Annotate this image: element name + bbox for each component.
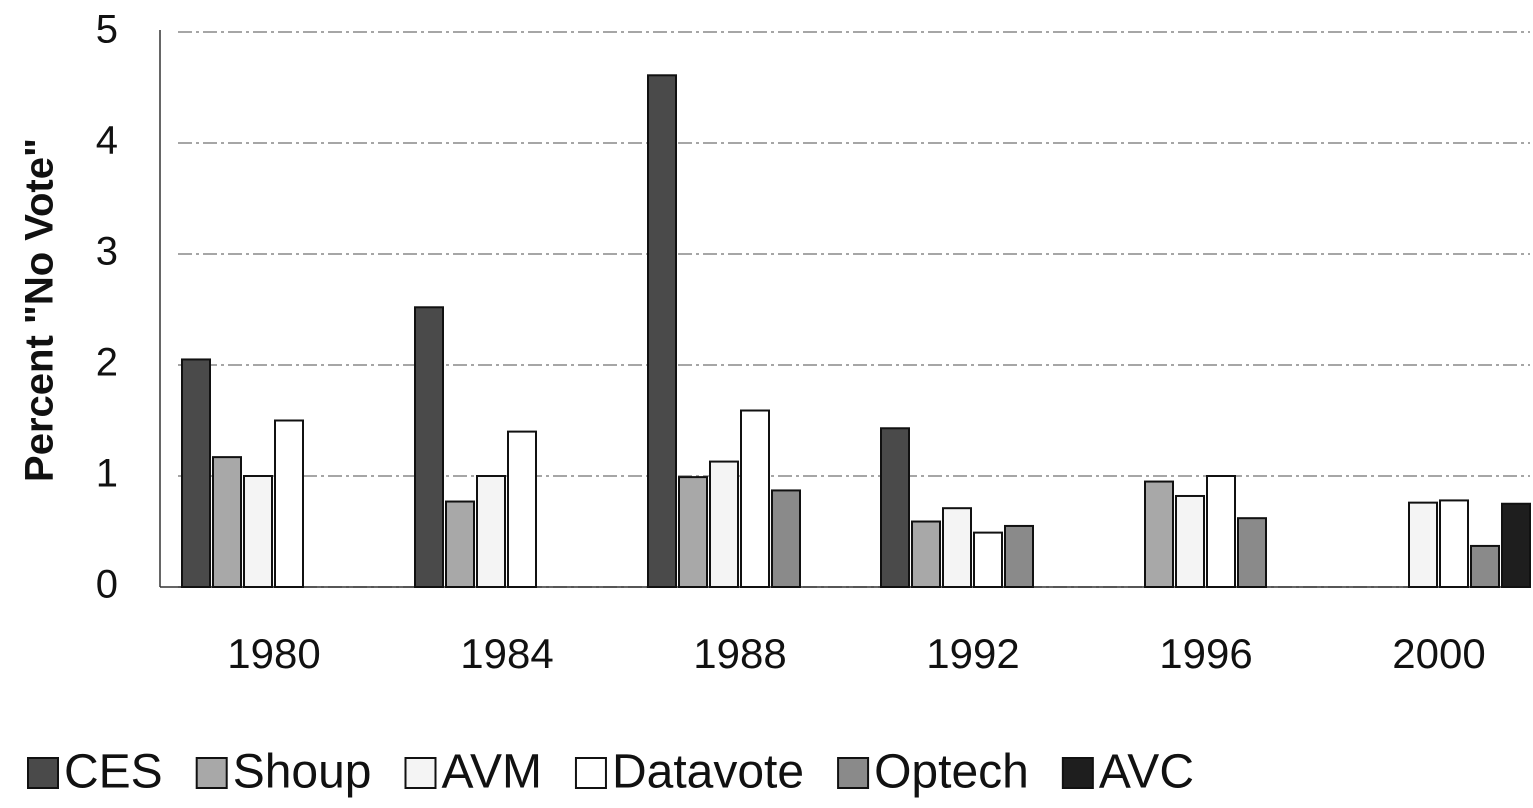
bar: [1439, 499, 1469, 589]
legend-swatch: [27, 757, 59, 789]
x-tick-label: 1996: [1159, 630, 1252, 677]
bar: [942, 507, 972, 588]
y-tick-label: 2: [96, 341, 118, 385]
bar: [414, 306, 444, 588]
y-axis-label: Percent "No Vote": [18, 138, 62, 482]
x-tick-label: 1992: [926, 630, 1019, 677]
bar: [212, 456, 242, 588]
bar: [771, 489, 801, 588]
y-tick-label: 3: [96, 230, 118, 274]
legend-swatch: [1061, 757, 1094, 789]
bar: [274, 419, 304, 588]
x-tick-label: 1980: [227, 630, 320, 677]
bar: [647, 74, 677, 588]
bar: [678, 476, 708, 588]
bar: [1237, 517, 1267, 588]
x-tick-label: 1988: [693, 630, 786, 677]
bar: [476, 475, 506, 588]
bar: [1470, 544, 1500, 588]
bar: [243, 475, 273, 588]
legend-label: Optech: [874, 746, 1029, 799]
legend-swatch: [574, 757, 607, 789]
bar: [1501, 502, 1531, 588]
bar: [1175, 494, 1205, 589]
y-tick-label: 5: [96, 8, 118, 52]
x-tick-label: 1984: [460, 630, 553, 677]
bar: [181, 358, 211, 589]
legend-label: AVC: [1099, 746, 1194, 799]
legend-swatch: [195, 757, 228, 789]
legend-label: Shoup: [233, 746, 372, 799]
bar: [507, 430, 537, 588]
bar: [445, 500, 475, 588]
legend-label: AVM: [442, 746, 542, 799]
bar: [1408, 501, 1438, 589]
legend-label: CES: [64, 746, 163, 799]
bar: [740, 409, 770, 589]
bar: [1206, 475, 1236, 588]
y-tick-label: 1: [96, 452, 118, 496]
x-tick-label: 2000: [1392, 630, 1485, 677]
legend-swatch: [404, 757, 437, 789]
bar: [973, 531, 1003, 588]
y-tick-label: 0: [96, 563, 118, 607]
bar: [880, 427, 910, 588]
y-tick-label: 4: [96, 119, 118, 163]
bar: [1004, 524, 1034, 589]
bar: [709, 460, 739, 589]
bar: [911, 520, 941, 589]
bar: [1144, 480, 1174, 588]
legend-label: Datavote: [612, 746, 804, 799]
legend-swatch: [837, 757, 870, 789]
